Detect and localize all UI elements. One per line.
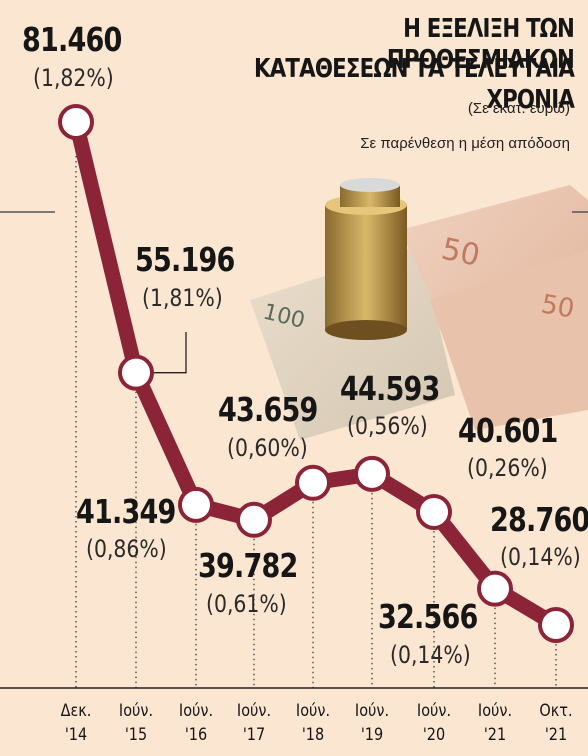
svg-text:50: 50 (438, 232, 483, 274)
x-tick-month: Ιούν. (354, 701, 390, 721)
x-tick-year: '17 (242, 725, 266, 745)
data-point (118, 354, 154, 391)
data-point (416, 493, 452, 530)
yield-label: (0,86%) (86, 535, 167, 563)
data-point (477, 570, 513, 607)
coin-stack (325, 178, 407, 340)
x-tick-year: '14 (64, 725, 88, 745)
value-label: 55.196 (135, 240, 235, 279)
x-tick-label: Ιούν. '16 (171, 699, 222, 747)
x-tick-month: Ιούν. (416, 701, 452, 721)
x-tick-label: Ιούν. '15 (111, 699, 162, 747)
data-point (236, 501, 272, 538)
x-tick-label: Ιούν. '20 (409, 699, 460, 747)
x-tick-label: Ιούν. '18 (288, 699, 339, 747)
chart-title-line2: ΚΑΤΑΘΕΣΕΩΝ ΤΑ ΤΕΛΕΥΤΑΙΑ ΧΡΟΝΙΑ (254, 54, 575, 115)
x-tick-month: Ιούν. (236, 701, 272, 721)
x-tick-label: Δεκ. '14 (51, 699, 102, 747)
yield-label: (0,26%) (467, 454, 548, 482)
yield-note: Σε παρένθεση η μέση απόδοση (360, 135, 570, 152)
yield-label: (0,60%) (227, 434, 308, 462)
x-tick-label: Ιούν. '21 (470, 699, 521, 747)
x-tick-year: '15 (124, 725, 148, 745)
value-label: 28.760 (490, 500, 588, 539)
value-label: 40.601 (458, 411, 558, 450)
x-tick-month: Ιούν. (295, 701, 331, 721)
x-tick-label: Οκτ. '21 (531, 699, 582, 747)
yield-label: (1,82%) (33, 64, 114, 92)
value-label: 44.593 (340, 369, 440, 408)
x-tick-label: Ιούν. '17 (229, 699, 280, 747)
x-tick-month: Ιούν. (118, 701, 154, 721)
yield-label: (0,14%) (390, 641, 471, 669)
data-point (538, 607, 574, 643)
data-point (178, 486, 214, 523)
x-tick-label: Ιούν. '19 (347, 699, 398, 747)
x-tick-year: '20 (422, 725, 446, 745)
x-tick-month: Δεκ. (60, 701, 92, 721)
x-tick-year: '21 (544, 725, 568, 745)
yield-label: (1,81%) (142, 284, 223, 312)
x-tick-year: '21 (483, 725, 507, 745)
data-point (58, 104, 94, 140)
value-label: 41.349 (76, 492, 176, 531)
unit-note: (Σε εκατ. ευρώ) (467, 100, 570, 117)
x-tick-month: Ιούν. (477, 701, 513, 721)
x-tick-month: Ιούν. (178, 701, 214, 721)
value-label: 39.782 (198, 546, 298, 585)
banknote-50-b: 50 (430, 250, 588, 430)
value-label: 81.460 (22, 20, 122, 59)
svg-text:50: 50 (539, 289, 577, 324)
yield-label: (0,14%) (500, 543, 581, 571)
value-label: 43.659 (218, 390, 318, 429)
chart-title-line1: Η ΕΞΕΛΙΞΗ ΤΩΝ ΠΡΟΘΕΣΜΙΑΚΩΝ (386, 14, 575, 75)
data-point (354, 455, 390, 492)
x-tick-year: '18 (301, 725, 325, 745)
value-label: 32.566 (378, 597, 478, 636)
x-tick-month: Οκτ. (539, 701, 573, 721)
x-tick-year: '19 (360, 725, 384, 745)
data-point (295, 464, 331, 501)
yield-label: (0,61%) (206, 590, 287, 618)
yield-label: (0,56%) (347, 412, 428, 440)
x-tick-year: '16 (184, 725, 208, 745)
